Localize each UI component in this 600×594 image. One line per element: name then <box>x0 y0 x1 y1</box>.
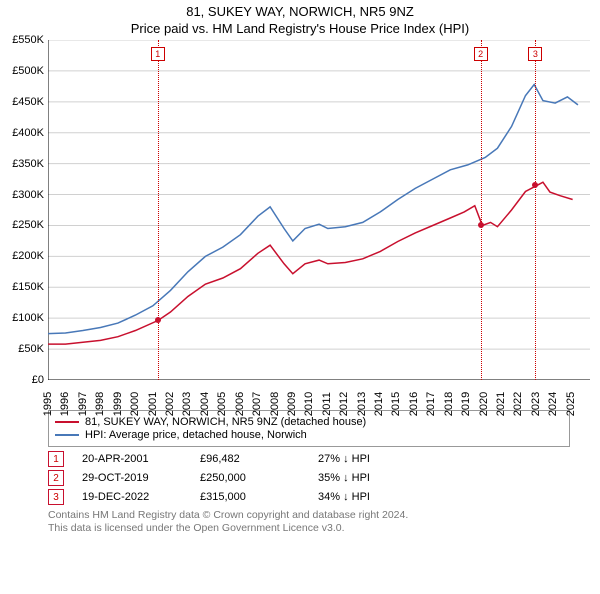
x-tick-label: 2003 <box>181 392 193 416</box>
sale-table-delta: 27% ↓ HPI <box>318 453 418 465</box>
sale-marker-badge: 3 <box>528 47 542 61</box>
x-tick-label: 1995 <box>42 392 54 416</box>
legend-row-property: 81, SUKEY WAY, NORWICH, NR5 9NZ (detache… <box>55 416 563 428</box>
legend-swatch-property <box>55 421 79 423</box>
x-tick-label: 2017 <box>425 392 437 416</box>
sale-vline <box>535 40 536 380</box>
sales-table: 1 20-APR-2001 £96,482 27% ↓ HPI 2 29-OCT-2019… <box>48 451 600 505</box>
x-tick-label: 2018 <box>443 392 455 416</box>
chart-area: £0£50K£100K£150K£200K£250K£300K£350K£400… <box>48 40 590 410</box>
x-tick-label: 1998 <box>94 392 106 416</box>
x-tick-label: 2024 <box>547 392 559 416</box>
y-tick-label: £400K <box>12 127 44 139</box>
sale-table-badge: 3 <box>48 489 64 505</box>
sale-table-price: £96,482 <box>200 453 300 465</box>
sale-table-badge: 1 <box>48 451 64 467</box>
x-tick-label: 2011 <box>321 392 333 416</box>
x-tick-label: 2010 <box>303 392 315 416</box>
chart-subtitle: Price paid vs. HM Land Registry's House … <box>0 21 600 36</box>
y-tick-label: £100K <box>12 312 44 324</box>
y-tick-label: £550K <box>12 34 44 46</box>
sale-table-delta: 34% ↓ HPI <box>318 491 418 503</box>
x-tick-label: 2006 <box>234 392 246 416</box>
x-tick-label: 2019 <box>460 392 472 416</box>
sale-table-date: 29-OCT-2019 <box>82 472 182 484</box>
x-tick-label: 2014 <box>373 392 385 416</box>
footnote: Contains HM Land Registry data © Crown c… <box>48 509 600 535</box>
sale-marker-badge: 1 <box>151 47 165 61</box>
y-tick-label: £250K <box>12 219 44 231</box>
x-tick-label: 2025 <box>565 392 577 416</box>
y-tick-label: £300K <box>12 189 44 201</box>
sale-point <box>532 182 538 188</box>
x-tick-label: 2002 <box>164 392 176 416</box>
plot-region: 1 2 3 <box>48 40 590 380</box>
chart-address-title: 81, SUKEY WAY, NORWICH, NR5 9NZ <box>0 4 600 19</box>
x-tick-label: 2013 <box>356 392 368 416</box>
sale-table-price: £315,000 <box>200 491 300 503</box>
y-tick-label: £500K <box>12 65 44 77</box>
footnote-line1: Contains HM Land Registry data © Crown c… <box>48 509 408 521</box>
x-tick-label: 2015 <box>390 392 402 416</box>
x-tick-label: 2020 <box>478 392 490 416</box>
y-tick-label: £350K <box>12 158 44 170</box>
sale-point <box>155 317 161 323</box>
sale-table-badge: 2 <box>48 470 64 486</box>
y-axis-labels: £0£50K£100K£150K£200K£250K£300K£350K£400… <box>2 40 46 380</box>
x-tick-label: 2007 <box>251 392 263 416</box>
legend-swatch-hpi <box>55 434 79 436</box>
legend-row-hpi: HPI: Average price, detached house, Norw… <box>55 429 563 441</box>
x-tick-label: 1999 <box>112 392 124 416</box>
sale-table-date: 19-DEC-2022 <box>82 491 182 503</box>
x-tick-label: 2022 <box>512 392 524 416</box>
x-tick-label: 2021 <box>495 392 507 416</box>
x-tick-label: 2000 <box>129 392 141 416</box>
sale-marker-badge: 2 <box>474 47 488 61</box>
y-tick-label: £200K <box>12 250 44 262</box>
x-tick-label: 2001 <box>147 392 159 416</box>
x-tick-label: 2005 <box>216 392 228 416</box>
legend-label-hpi: HPI: Average price, detached house, Norw… <box>85 429 307 441</box>
x-tick-label: 2008 <box>269 392 281 416</box>
y-tick-label: £150K <box>12 281 44 293</box>
sale-vline <box>158 40 159 380</box>
sale-table-row: 1 20-APR-2001 £96,482 27% ↓ HPI <box>48 451 600 467</box>
footnote-line2: This data is licensed under the Open Gov… <box>48 522 345 534</box>
x-axis-labels: 1995199619971998199920002001200220032004… <box>48 382 590 410</box>
sale-point <box>478 222 484 228</box>
x-tick-label: 2009 <box>286 392 298 416</box>
x-tick-label: 2023 <box>530 392 542 416</box>
y-tick-label: £0 <box>32 374 44 386</box>
sale-table-row: 3 19-DEC-2022 £315,000 34% ↓ HPI <box>48 489 600 505</box>
sale-table-price: £250,000 <box>200 472 300 484</box>
y-tick-label: £450K <box>12 96 44 108</box>
x-tick-label: 2012 <box>338 392 350 416</box>
x-tick-label: 1996 <box>59 392 71 416</box>
sale-table-date: 20-APR-2001 <box>82 453 182 465</box>
sale-table-delta: 35% ↓ HPI <box>318 472 418 484</box>
sale-vline <box>481 40 482 380</box>
legend-label-property: 81, SUKEY WAY, NORWICH, NR5 9NZ (detache… <box>85 416 366 428</box>
x-tick-label: 1997 <box>77 392 89 416</box>
x-tick-label: 2004 <box>199 392 211 416</box>
x-tick-label: 2016 <box>408 392 420 416</box>
sale-table-row: 2 29-OCT-2019 £250,000 35% ↓ HPI <box>48 470 600 486</box>
y-tick-label: £50K <box>18 343 44 355</box>
